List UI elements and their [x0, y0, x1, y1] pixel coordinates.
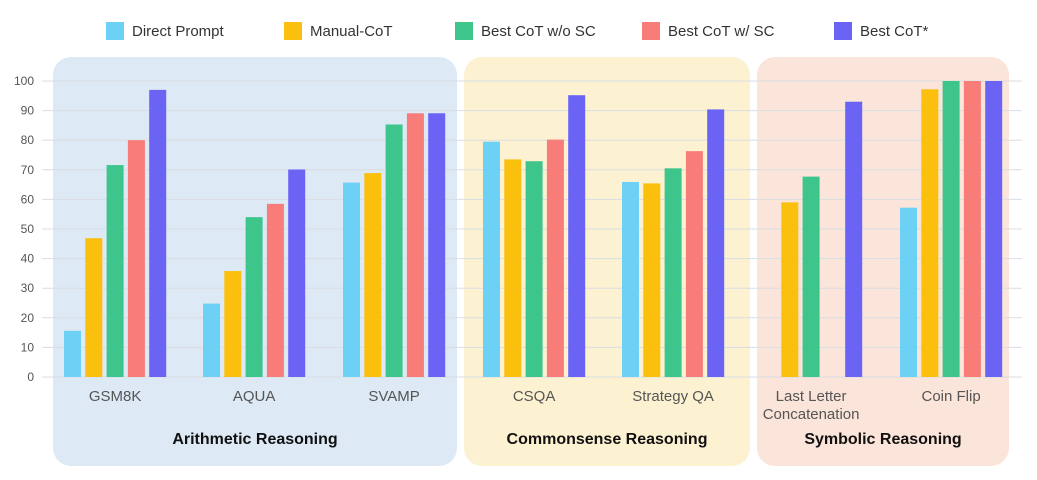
x-category-label-2: AQUA [233, 388, 276, 405]
bar-s3-c7 [942, 81, 960, 377]
bar-s4-c1 [127, 140, 145, 377]
bar-s4-c3 [406, 113, 424, 377]
bar-s5-c6 [845, 101, 863, 377]
legend-swatch-best-cot-star [834, 22, 852, 40]
y-tick-label-20: 20 [21, 311, 35, 325]
x-category-label-5: Strategy QA [632, 388, 714, 405]
legend-label-direct-prompt: Direct Prompt [132, 22, 224, 40]
legend-item-best-cot-star: Best CoT* [834, 22, 928, 40]
legend: Direct Prompt Manual-CoT Best CoT w/o SC… [0, 22, 1037, 46]
legend-swatch-manual-cot [284, 22, 302, 40]
legend-label-best-cot-star: Best CoT* [860, 22, 929, 40]
x-category-label-6-line-1: Last Letter [776, 388, 847, 405]
bar-s3-c1 [106, 165, 124, 377]
bar-s4-c5 [685, 151, 703, 377]
group-label-2: Commonsense Reasoning [507, 431, 708, 448]
legend-label-best-cot-w-sc: Best CoT w/ SC [668, 22, 775, 40]
legend-item-best-cot-wo-sc: Best CoT w/o SC [455, 22, 596, 40]
bar-s5-c7 [985, 81, 1003, 377]
bar-s3-c2 [245, 217, 263, 377]
legend-swatch-direct-prompt [106, 22, 124, 40]
bar-s1-c1 [64, 330, 81, 377]
y-tick-label-10: 10 [21, 340, 35, 354]
bar-s2-c5 [643, 183, 661, 377]
legend-label-best-cot-wo-sc: Best CoT w/o SC [481, 22, 596, 40]
bar-s2-c4 [504, 159, 522, 377]
y-tick-label-50: 50 [21, 222, 35, 236]
legend-item-direct-prompt: Direct Prompt [106, 22, 224, 40]
bar-s3-c6 [802, 176, 820, 377]
legend-item-best-cot-w-sc: Best CoT w/ SC [642, 22, 774, 40]
bar-s2-c1 [85, 238, 103, 377]
bar-s3-c3 [385, 124, 403, 378]
bar-s2-c2 [224, 271, 242, 377]
bar-s2-c6 [781, 202, 799, 377]
bar-s3-c4 [525, 161, 543, 377]
bar-s4-c4 [546, 139, 564, 377]
bar-s1-c3 [343, 182, 360, 377]
y-tick-label-60: 60 [21, 192, 35, 206]
x-category-label-7: Coin Flip [922, 388, 981, 405]
x-category-label-4: CSQA [513, 388, 556, 405]
y-tick-label-80: 80 [21, 133, 35, 147]
bar-s5-c1 [149, 89, 167, 377]
y-tick-label-70: 70 [21, 163, 35, 177]
group-label-1: Arithmetic Reasoning [172, 431, 337, 448]
bar-s5-c5 [707, 109, 725, 377]
bar-s3-c5 [664, 168, 682, 377]
x-category-label-1: GSM8K [89, 388, 142, 405]
group-label-3: Symbolic Reasoning [804, 431, 961, 448]
legend-swatch-best-cot-w-sc [642, 22, 660, 40]
legend-swatch-best-cot-wo-sc [455, 22, 473, 40]
x-category-label-3: SVAMP [368, 388, 419, 405]
bar-s1-c7 [900, 207, 917, 377]
bar-s2-c3 [364, 173, 382, 377]
bar-s4-c2 [266, 203, 284, 377]
y-tick-label-0: 0 [27, 370, 34, 384]
y-tick-label-100: 100 [14, 74, 34, 88]
x-category-label-6-line-2: Concatenation [763, 406, 860, 423]
bar-s1-c2 [203, 303, 220, 377]
bar-s5-c2 [288, 169, 306, 377]
bar-s1-c5 [622, 181, 639, 377]
bar-s5-c3 [428, 113, 446, 377]
y-tick-label-40: 40 [21, 252, 35, 266]
bar-s4-c7 [963, 81, 981, 377]
y-tick-label-90: 90 [21, 104, 35, 118]
bar-s1-c4 [483, 141, 500, 377]
legend-item-manual-cot: Manual-CoT [284, 22, 393, 40]
legend-label-manual-cot: Manual-CoT [310, 22, 393, 40]
bar-s2-c7 [921, 89, 939, 378]
y-tick-label-30: 30 [21, 281, 35, 295]
bar-s5-c4 [568, 95, 586, 377]
